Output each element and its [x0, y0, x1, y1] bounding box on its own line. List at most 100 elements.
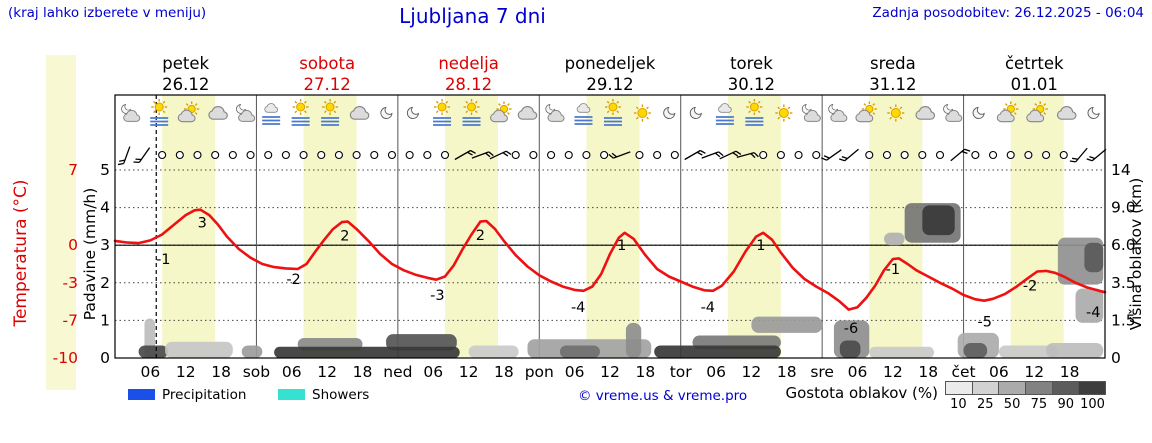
- x-axis-hour-label: 12: [883, 363, 903, 381]
- temp-axis-tick: -7: [63, 311, 78, 329]
- wind-calm-icon: [175, 150, 184, 160]
- wind-barb-icon: [950, 148, 971, 162]
- wind-calm-icon: [900, 150, 909, 160]
- cloud-blob: [559, 345, 600, 358]
- wind-barb-icon: [838, 148, 859, 162]
- weather-icon-sun-cloud: [996, 101, 1019, 123]
- x-axis-day-label: pon: [525, 363, 554, 381]
- x-axis-hour-label: 06: [848, 363, 868, 381]
- weather-icon-sun: [633, 104, 651, 122]
- day-date-label: 30.12: [728, 75, 775, 94]
- wind-calm-icon: [812, 150, 821, 160]
- cloud-axis-tick: 9.0: [1111, 199, 1136, 217]
- temp-value-label: -3: [430, 288, 444, 304]
- wind-calm-icon: [776, 150, 785, 160]
- weather-icon-moon-cloud: [121, 104, 141, 122]
- day-date-label: 01.01: [1011, 75, 1058, 94]
- wind-calm-icon: [440, 150, 450, 160]
- wind-calm-icon: [158, 150, 167, 160]
- density-scale-value: 75: [1030, 397, 1048, 412]
- x-axis-day-label: sre: [810, 363, 834, 381]
- wind-barb-icon: [684, 149, 706, 161]
- wind-barb-icon: [608, 151, 631, 159]
- precipitation-legend-label: Precipitation: [162, 387, 247, 403]
- cloud-blob: [884, 232, 905, 246]
- wind-calm-icon: [1006, 150, 1015, 160]
- day-name-label: petek: [162, 54, 209, 73]
- day-name-label: torek: [730, 54, 773, 73]
- precip-axis-tick: 0: [100, 349, 110, 367]
- wind-calm-icon: [670, 150, 679, 160]
- temp-value-label: 1: [756, 238, 765, 254]
- weather-icon-sun: [887, 104, 905, 122]
- x-axis-hour-label: 18: [1060, 363, 1080, 381]
- density-scale-cell: [971, 382, 999, 394]
- weather-icon-sun-fog: [433, 99, 452, 126]
- temp-value-label: -2: [1023, 279, 1037, 295]
- weather-icon-cloud: [349, 105, 370, 120]
- cloud-blob: [654, 345, 781, 358]
- weather-icon-sun-fog: [745, 99, 764, 126]
- day-date-label: 27.12: [304, 75, 351, 94]
- x-axis-hour-label: 18: [494, 363, 514, 381]
- wind-calm-icon: [228, 150, 237, 160]
- cloud-blob: [922, 205, 955, 236]
- precip-axis-tick: 2: [100, 274, 110, 292]
- weather-icon-moon: [380, 106, 393, 119]
- x-axis-hour-label: 06: [706, 363, 726, 381]
- density-scale-cell: [946, 382, 972, 394]
- weather-icon-moon: [689, 106, 702, 119]
- weather-icon-fog: [574, 103, 593, 125]
- wind-calm-icon: [211, 150, 220, 160]
- day-name-label: ponedeljek: [565, 54, 656, 73]
- wind-barb-icon: [454, 149, 476, 161]
- x-axis-hour-label: 12: [317, 363, 337, 381]
- x-axis-hour-label: 12: [600, 363, 620, 381]
- wind-barb-icon: [701, 151, 724, 159]
- wind-barb-icon: [719, 150, 742, 160]
- density-scale-cell: [998, 382, 1026, 394]
- wind-barb-icon: [117, 146, 131, 166]
- wind-barb-icon: [820, 149, 842, 161]
- wind-calm-icon: [511, 150, 520, 160]
- wind-calm-icon: [405, 150, 414, 160]
- wind-calm-icon: [317, 150, 326, 160]
- wind-calm-icon: [935, 150, 945, 160]
- wind-calm-icon: [387, 150, 397, 160]
- temp-axis-tick: -10: [53, 349, 78, 367]
- cloud-blob: [1084, 242, 1104, 273]
- wind-calm-icon: [547, 150, 556, 160]
- x-axis-hour-label: 06: [423, 363, 443, 381]
- wind-calm-icon: [1024, 150, 1033, 160]
- temp-value-label: -5: [978, 315, 992, 331]
- cloud-blob: [625, 322, 642, 358]
- cloud-axis-tick: 1.5: [1111, 311, 1136, 329]
- temp-value-label: 1: [617, 238, 626, 254]
- cloud-blob: [274, 346, 460, 358]
- chart-frame: [114, 94, 1106, 359]
- weather-icon-moon-cloud: [236, 104, 256, 122]
- temp-value-label: -1: [156, 252, 170, 268]
- cloud-density-scale-labels: 10 25 50 75 90 100: [945, 395, 1106, 412]
- cloud-density-gradient: [945, 381, 1106, 395]
- showers-legend-label: Showers: [312, 387, 370, 403]
- cloud-blob: [869, 346, 935, 358]
- cloud-blob: [241, 345, 263, 358]
- x-axis-hour-label: 18: [777, 363, 797, 381]
- day-date-label: 29.12: [586, 75, 633, 94]
- weather-icon-sun-cloud: [855, 101, 877, 123]
- wind-calm-icon: [299, 150, 308, 160]
- weather-icon-moon-cloud: [545, 104, 565, 122]
- cloud-blob: [963, 342, 988, 358]
- showers-legend-swatch: [278, 389, 305, 400]
- wind-calm-icon: [759, 150, 768, 160]
- temp-value-label: -4: [701, 300, 715, 316]
- copyright-link[interactable]: © vreme.us & vreme.pro: [578, 388, 748, 404]
- cloud-axis-tick: 0: [1111, 349, 1121, 367]
- x-axis-hour-label: 12: [459, 363, 479, 381]
- x-axis-day-label: tor: [670, 363, 693, 381]
- weather-icon-moon: [972, 106, 985, 119]
- wind-calm-icon: [529, 150, 538, 160]
- cloud-blob: [1075, 288, 1104, 323]
